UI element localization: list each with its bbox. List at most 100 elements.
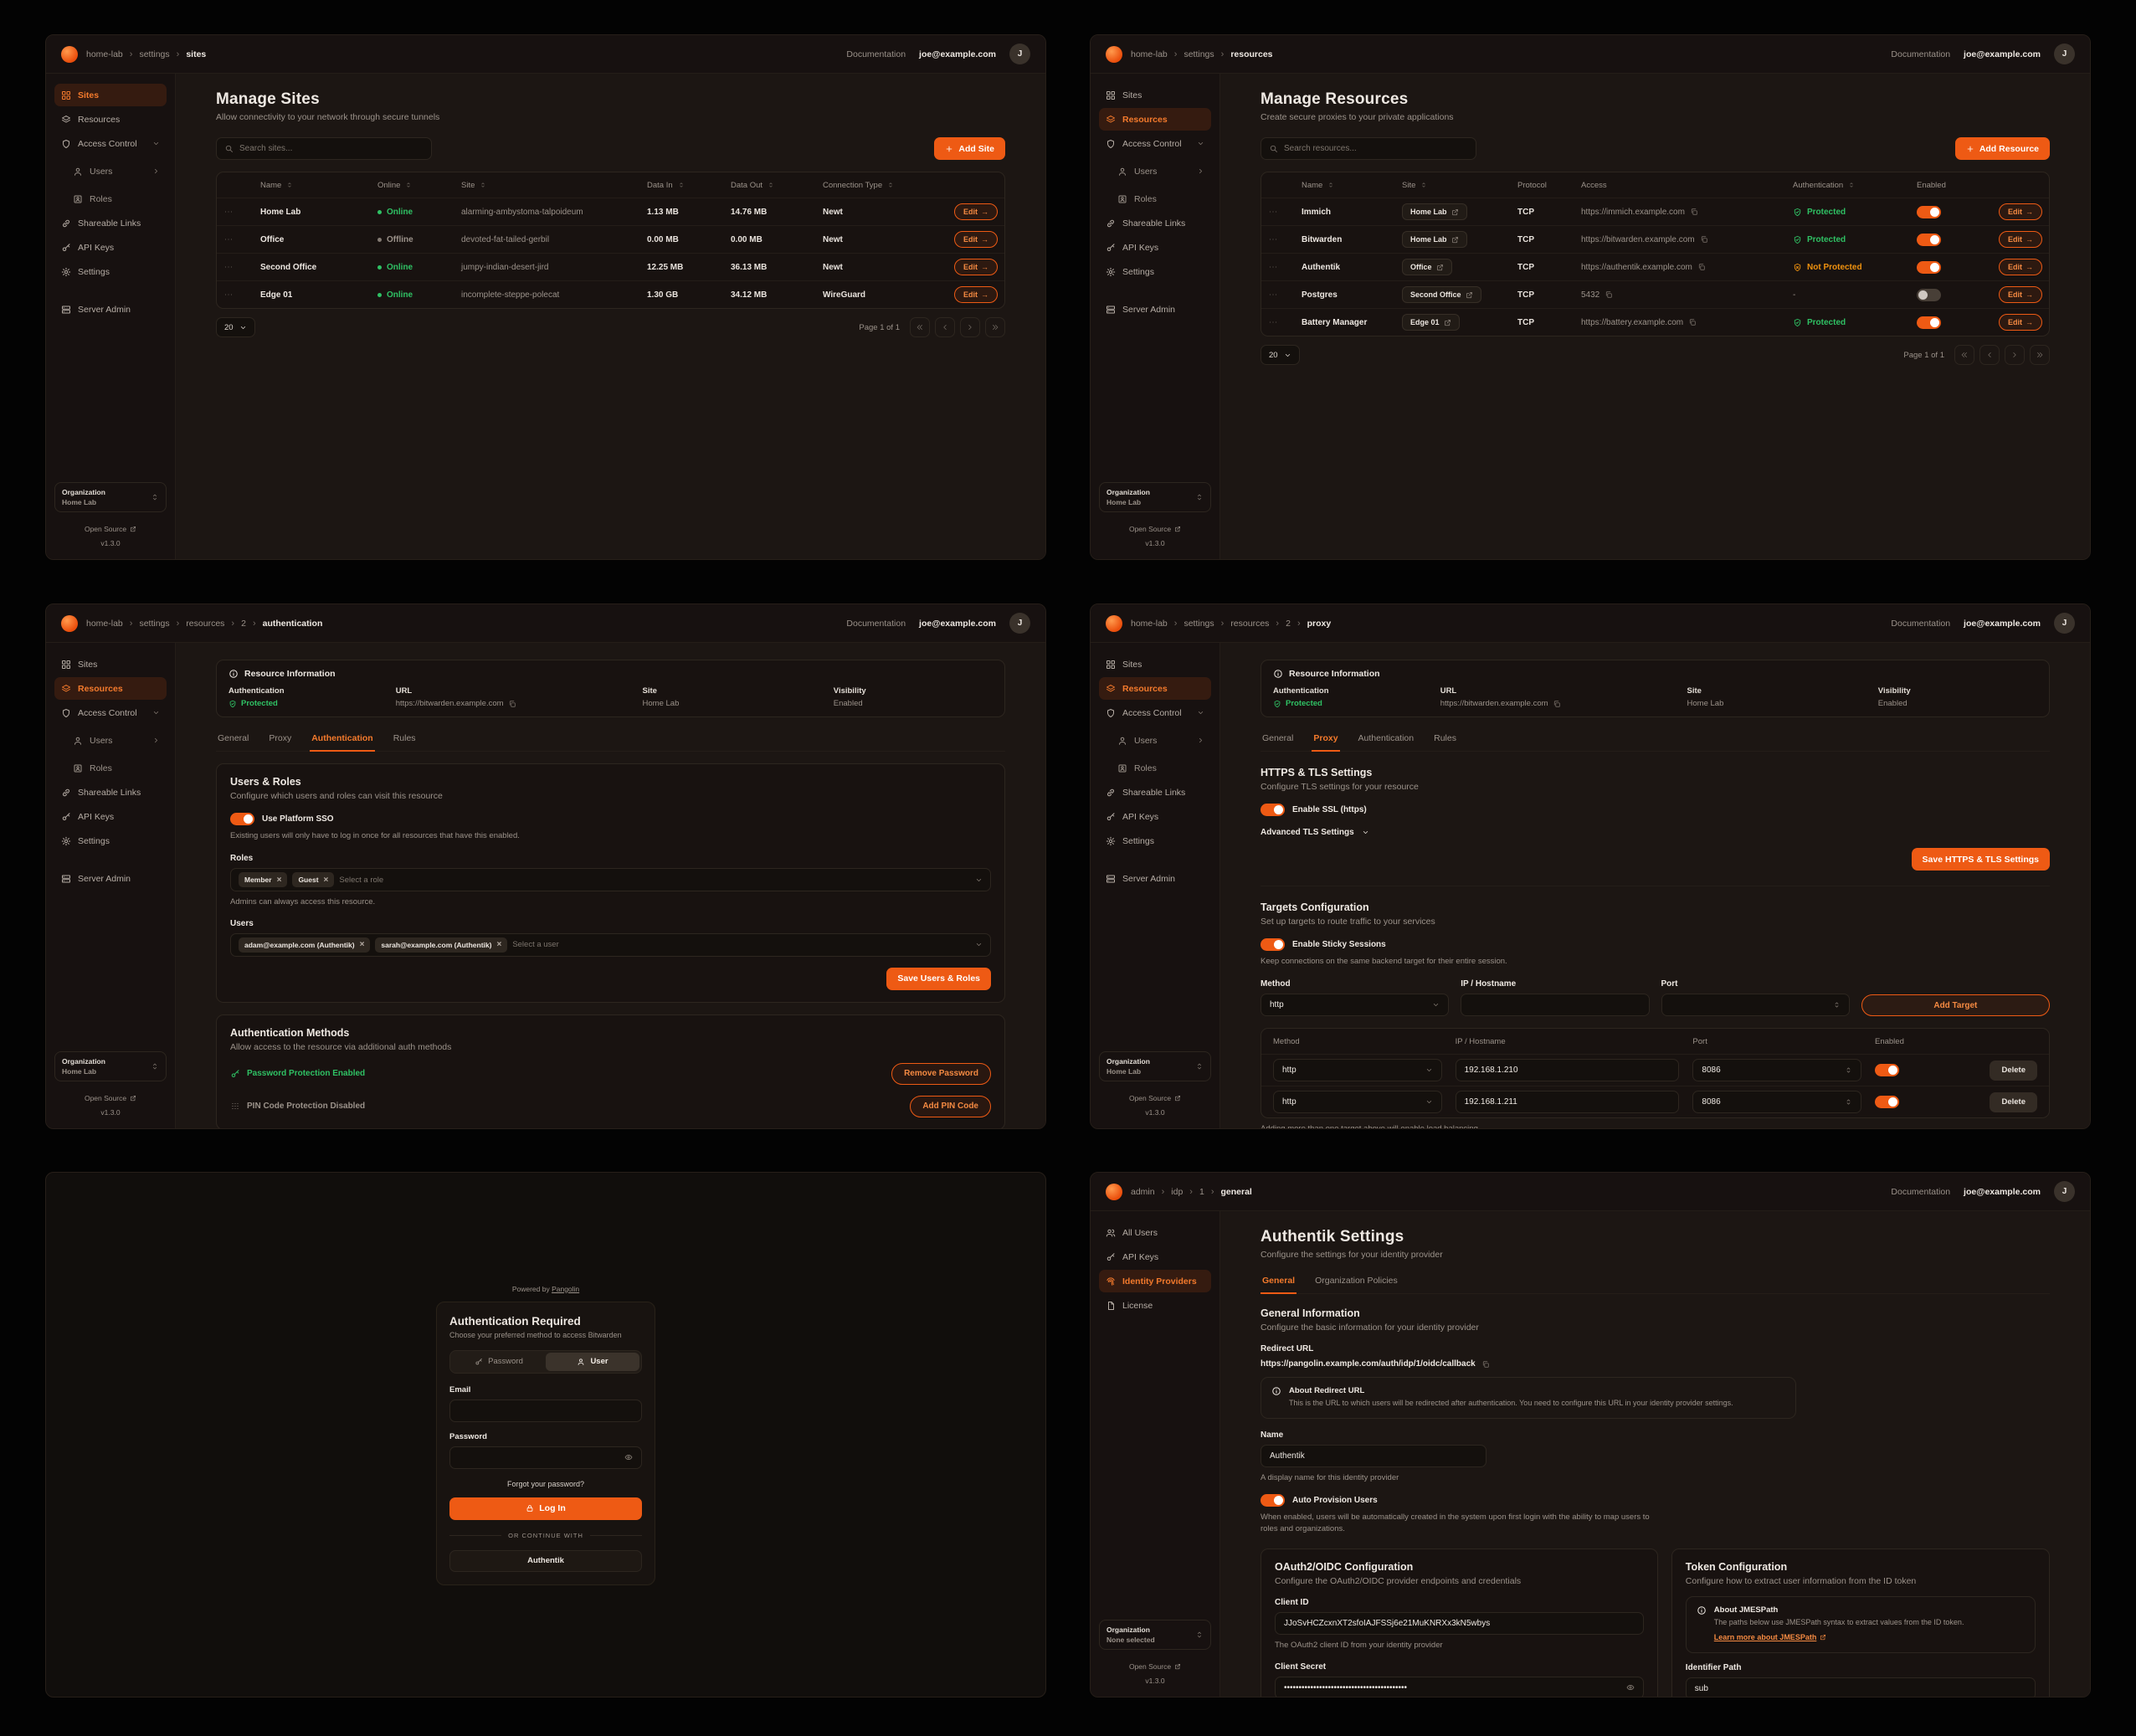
breadcrumb-item[interactable]: 2	[241, 618, 246, 629]
edit-button[interactable]: Edit	[1999, 314, 2042, 331]
log-in-button[interactable]: Log In	[449, 1497, 642, 1520]
breadcrumb-item[interactable]: 1	[1199, 1186, 1204, 1197]
stepper-icon[interactable]	[1833, 1001, 1841, 1009]
breadcrumb-item[interactable]: idp	[1171, 1186, 1184, 1197]
breadcrumb-item[interactable]: resources	[186, 618, 225, 629]
tab-rules[interactable]: Rules	[1434, 733, 1456, 743]
edit-button[interactable]: Edit	[954, 259, 998, 275]
sidebar-item-resources[interactable]: Resources	[54, 108, 167, 131]
edit-button[interactable]: Edit	[954, 231, 998, 248]
site-link-badge[interactable]: Edge 01	[1402, 314, 1460, 331]
method-select[interactable]: http	[1261, 994, 1450, 1017]
sidebar-item-users[interactable]: Users	[1099, 729, 1211, 752]
row-menu-icon[interactable]	[1268, 262, 1278, 272]
sidebar-item-server-admin[interactable]: Server Admin	[1099, 298, 1211, 321]
sidebar-item-identity-providers[interactable]: Identity Providers	[1099, 1270, 1211, 1292]
breadcrumb-item[interactable]: 2	[1286, 618, 1291, 629]
first-page-button[interactable]	[1954, 345, 1974, 365]
avatar[interactable]: J	[2054, 44, 2075, 64]
tab-general[interactable]: General	[218, 733, 249, 743]
user-email[interactable]: joe@example.com	[1964, 618, 2041, 629]
target-enabled-toggle[interactable]	[1874, 1064, 1899, 1077]
sidebar-item-shareable-links[interactable]: Shareable Links	[1099, 781, 1211, 804]
sidebar-item-shareable-links[interactable]: Shareable Links	[1099, 212, 1211, 234]
breadcrumb-item[interactable]: home-lab	[86, 49, 123, 59]
add-pin-code-button[interactable]: Add PIN Code	[910, 1095, 991, 1117]
documentation-link[interactable]: Documentation	[846, 49, 906, 59]
row-menu-icon[interactable]	[1268, 207, 1278, 217]
previous-page-button[interactable]	[935, 317, 955, 337]
ip-hostname-input[interactable]	[1464, 1066, 1671, 1076]
save-tls-button[interactable]: Save HTTPS & TLS Settings	[1911, 848, 2050, 871]
copy-icon[interactable]	[1697, 263, 1706, 271]
breadcrumb-item[interactable]: settings	[1184, 49, 1214, 59]
copy-icon[interactable]	[1605, 290, 1613, 299]
sidebar-item-roles[interactable]: Roles	[54, 187, 167, 210]
organization-selector[interactable]: Organization Home Lab	[54, 1051, 167, 1081]
row-menu-icon[interactable]	[223, 262, 234, 272]
method-select[interactable]: http	[1273, 1059, 1442, 1082]
pangolin-logo-icon[interactable]	[1106, 614, 1122, 632]
pangolin-logo-icon[interactable]	[61, 614, 78, 632]
breadcrumb-item[interactable]: resources	[1230, 618, 1270, 629]
port-input[interactable]	[1702, 1097, 1840, 1107]
remove-role-icon[interactable]	[277, 876, 282, 885]
previous-page-button[interactable]	[1979, 345, 2000, 365]
tab-authentication[interactable]: Authentication	[1358, 733, 1415, 743]
jmespath-learn-more-link[interactable]: Learn more about JMESPath	[1714, 1633, 1827, 1641]
ip-hostname-input[interactable]	[1470, 1000, 1641, 1010]
sort-icon[interactable]	[768, 182, 774, 188]
users-multiselect[interactable]: adam@example.com (Authentik) sarah@examp…	[230, 932, 991, 957]
sort-icon[interactable]	[286, 182, 293, 188]
avatar[interactable]: J	[2054, 1181, 2075, 1202]
open-source-link[interactable]: Open Source	[1129, 1094, 1181, 1102]
breadcrumb-item[interactable]: home-lab	[1131, 618, 1168, 629]
tab-general[interactable]: General	[1262, 733, 1294, 743]
sidebar-item-roles[interactable]: Roles	[1099, 187, 1211, 210]
pangolin-logo-icon[interactable]	[1106, 45, 1122, 63]
tab-user[interactable]: User	[546, 1352, 639, 1371]
port-input[interactable]	[1670, 1000, 1828, 1010]
sort-icon[interactable]	[887, 182, 894, 188]
sort-icon[interactable]	[1327, 182, 1334, 188]
sidebar-item-server-admin[interactable]: Server Admin	[54, 867, 167, 890]
avatar[interactable]: J	[1009, 44, 1030, 64]
search-input[interactable]	[1284, 144, 1468, 153]
open-source-link[interactable]: Open Source	[85, 1094, 136, 1102]
last-page-button[interactable]	[985, 317, 1005, 337]
enabled-toggle[interactable]	[1917, 205, 1941, 218]
user-email[interactable]: joe@example.com	[919, 618, 996, 629]
organization-selector[interactable]: Organization Home Lab	[54, 482, 167, 512]
save-users-roles-button[interactable]: Save Users & Roles	[886, 967, 991, 990]
avatar[interactable]: J	[2054, 613, 2075, 634]
row-menu-icon[interactable]	[1268, 317, 1278, 327]
sort-icon[interactable]	[405, 182, 412, 188]
sidebar-item-api-keys[interactable]: API Keys	[54, 236, 167, 259]
sidebar-item-settings[interactable]: Settings	[1099, 829, 1211, 852]
enable-ssl-toggle[interactable]	[1261, 804, 1285, 816]
tab-organization-policies[interactable]: Organization Policies	[1315, 1276, 1398, 1286]
column-name[interactable]: Name	[254, 181, 371, 190]
site-link-badge[interactable]: Home Lab	[1402, 231, 1467, 248]
row-menu-icon[interactable]	[223, 290, 234, 300]
sidebar-item-roles[interactable]: Roles	[54, 757, 167, 779]
breadcrumb-item[interactable]: settings	[1184, 618, 1214, 629]
sort-icon[interactable]	[480, 182, 486, 188]
method-select[interactable]: http	[1273, 1091, 1442, 1114]
platform-sso-toggle[interactable]	[230, 813, 254, 825]
copy-icon[interactable]	[1700, 235, 1708, 244]
tab-proxy[interactable]: Proxy	[269, 733, 292, 743]
sidebar-item-access-control[interactable]: Access Control	[1099, 701, 1211, 724]
copy-icon[interactable]	[1688, 318, 1697, 326]
copy-icon[interactable]	[1690, 208, 1698, 216]
site-link-badge[interactable]: Second Office	[1402, 286, 1481, 303]
client-id-input[interactable]	[1284, 1619, 1635, 1629]
target-enabled-toggle[interactable]	[1874, 1096, 1899, 1109]
sidebar-item-access-control[interactable]: Access Control	[54, 701, 167, 724]
edit-button[interactable]: Edit	[1999, 286, 2042, 303]
documentation-link[interactable]: Documentation	[1891, 1186, 1951, 1197]
sidebar-item-settings[interactable]: Settings	[54, 260, 167, 283]
column-name[interactable]: Name	[1295, 181, 1395, 190]
row-menu-icon[interactable]	[223, 207, 234, 217]
remove-role-icon[interactable]	[324, 876, 329, 885]
